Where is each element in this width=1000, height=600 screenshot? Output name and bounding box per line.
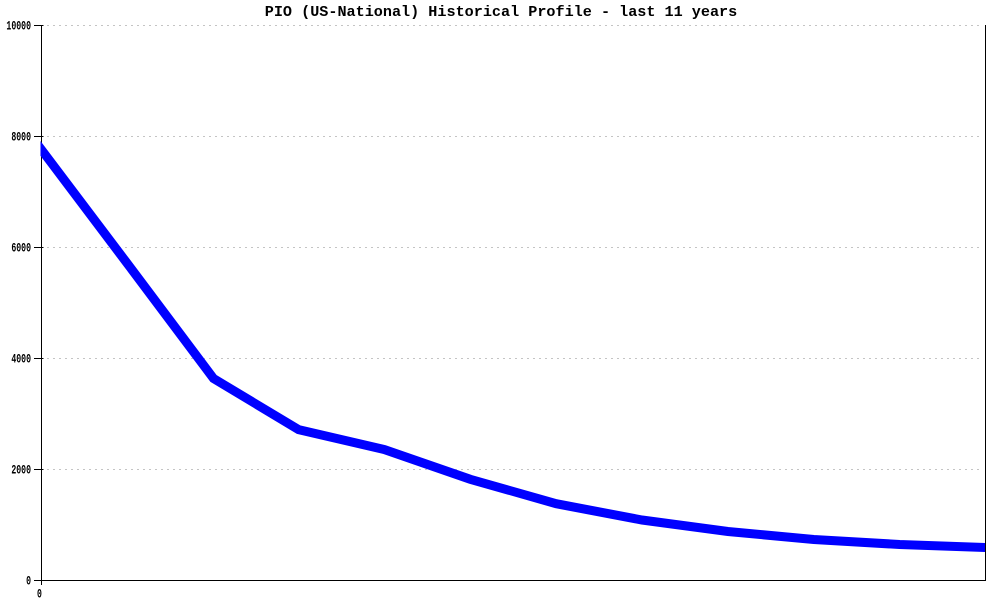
svg-text:10000: 10000 [6, 20, 31, 34]
svg-text:6000: 6000 [11, 242, 31, 256]
svg-text:PIO (US-National) Historical P: PIO (US-National) Historical Profile - l… [265, 3, 737, 21]
svg-text:8000: 8000 [11, 131, 31, 145]
svg-text:0: 0 [26, 575, 31, 589]
svg-text:0: 0 [37, 588, 42, 600]
svg-text:4000: 4000 [11, 353, 31, 367]
svg-text:2000: 2000 [11, 464, 31, 478]
